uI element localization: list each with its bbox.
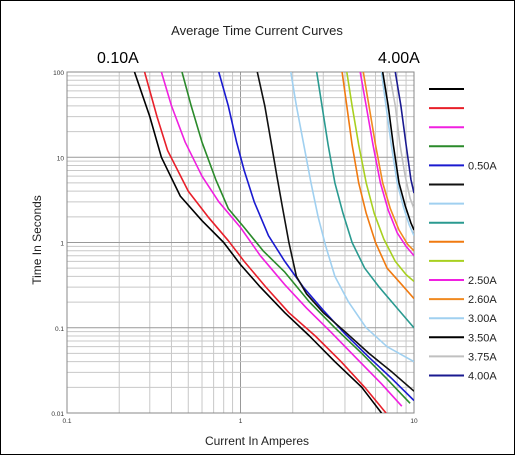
- curve-group: [133, 72, 414, 413]
- curve-16: [394, 72, 414, 194]
- legend-label: 0.50A: [468, 160, 497, 172]
- legend-label: 4.00A: [468, 371, 497, 383]
- y-axis-label: Time In Seconds: [30, 195, 44, 285]
- curve-6: [256, 72, 414, 392]
- x-tick-label: 10: [410, 418, 418, 425]
- y-tick-label: 0.01: [51, 411, 64, 418]
- y-tick-label: 1: [60, 241, 64, 248]
- plot-area-border: [66, 71, 415, 414]
- curve-14: [381, 72, 414, 231]
- x-tick-label: 1: [239, 418, 243, 425]
- curve-1: [133, 72, 383, 413]
- curve-2: [143, 72, 387, 413]
- curve-8: [315, 72, 414, 329]
- curve-13: [380, 72, 414, 237]
- curve-5: [218, 72, 414, 402]
- y-tick-label: 100: [53, 70, 64, 77]
- curve-11: [359, 72, 414, 257]
- legend-label: 2.60A: [468, 294, 497, 306]
- curve-3: [160, 72, 403, 407]
- legend-label: 3.00A: [468, 313, 497, 325]
- legend: 0.50A 2.50A 2.60A 3.00A 3.50A 3.75A 4.00A: [429, 88, 497, 383]
- x-tick-label: 0.1: [62, 418, 71, 425]
- curve-15: [388, 72, 414, 209]
- chart-title: Average Time Current Curves: [171, 23, 343, 38]
- y-tick-label: 0.1: [55, 326, 64, 333]
- curve-12: [362, 72, 414, 252]
- grid-lines: [66, 72, 414, 414]
- legend-label: 2.50A: [468, 275, 497, 287]
- curve-7: [290, 72, 414, 363]
- range-left-label: 0.10A: [97, 50, 139, 67]
- curve-10: [346, 72, 414, 283]
- legend-label: 3.75A: [468, 351, 497, 363]
- range-right-label: 4.00A: [378, 50, 420, 67]
- legend-label: 3.50A: [468, 332, 497, 344]
- x-axis-label: Current In Amperes: [205, 434, 309, 448]
- curve-4: [181, 72, 411, 404]
- y-tick-label: 10: [57, 155, 65, 162]
- curve-9: [341, 72, 414, 300]
